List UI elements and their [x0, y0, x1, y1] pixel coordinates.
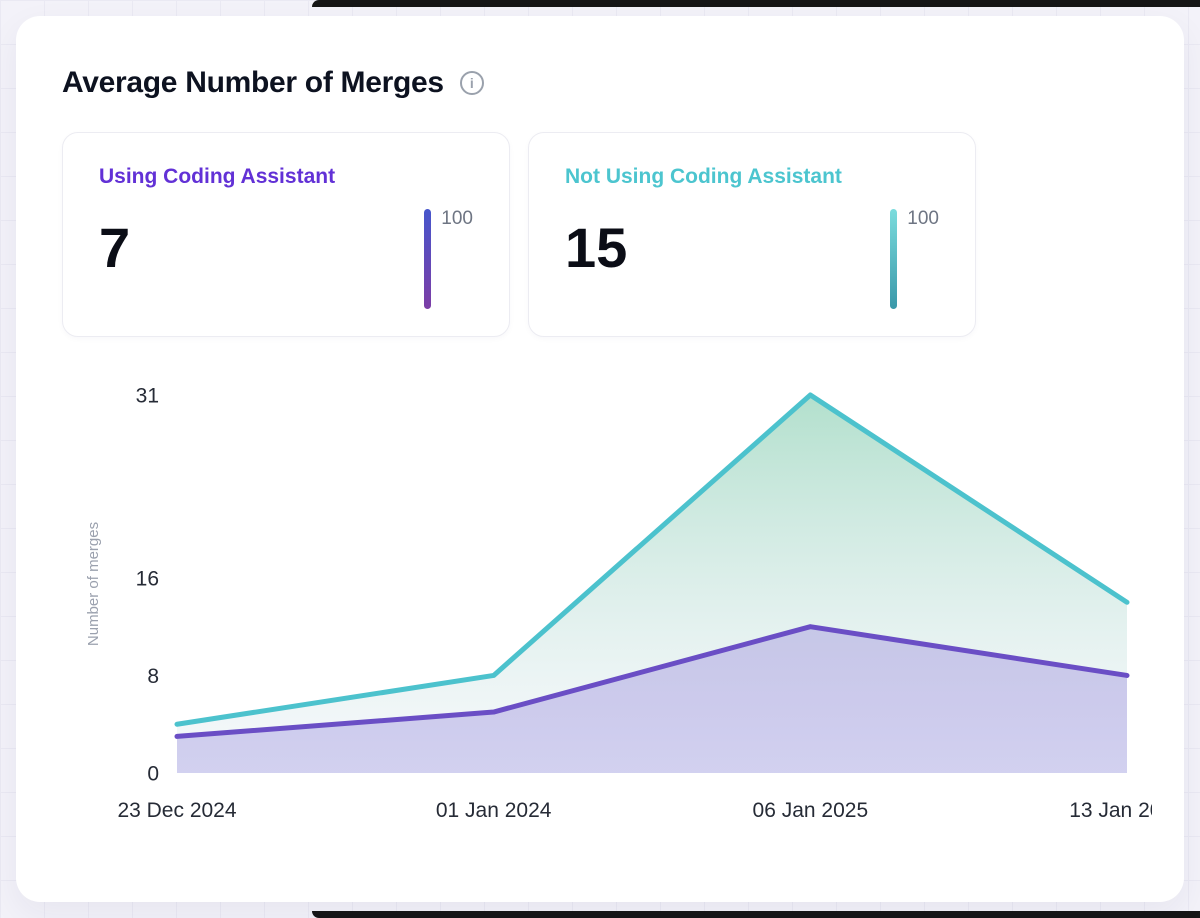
y-tick-label: 8 [147, 665, 159, 688]
gradient-scale-bar [424, 209, 432, 309]
gradient-scale-bar [890, 209, 898, 309]
series-line-0 [174, 624, 1130, 739]
stat-scale: 100 [890, 208, 939, 309]
window-edge-bottom [312, 911, 1200, 918]
x-tick-label: 01 Jan 2024 [436, 799, 552, 822]
merges-panel: Average Number of Merges i Using Coding … [16, 16, 1184, 902]
stat-card-using-coding-assistant: Using Coding Assistant 7 100 [62, 132, 510, 337]
info-icon[interactable]: i [459, 71, 484, 95]
y-tick-label: 16 [136, 567, 159, 590]
window-edge-top [312, 0, 1200, 7]
area-fill-0 [177, 626, 1127, 773]
stat-label: Not Using Coding Assistant [565, 165, 842, 188]
y-tick-label: 31 [136, 384, 159, 407]
scale-max-label: 100 [441, 208, 473, 229]
y-axis-label: Number of merges [85, 522, 102, 646]
stat-body: 7 100 [99, 208, 473, 309]
stat-value: 15 [565, 216, 628, 279]
scale-max-label: 100 [907, 208, 939, 229]
panel-header: Average Number of Merges i [62, 66, 1138, 100]
x-tick-label: 23 Dec 2024 [117, 799, 236, 822]
stat-label: Using Coding Assistant [99, 165, 336, 188]
page-title: Average Number of Merges [62, 66, 444, 99]
series-line-1 [174, 392, 1130, 727]
stat-card-not-using-coding-assistant: Not Using Coding Assistant 15 100 [528, 132, 976, 337]
stat-value: 7 [99, 216, 131, 279]
stats-row: Using Coding Assistant 7 100 Not Using C… [62, 132, 1138, 337]
area-chart-svg[interactable]: 0 8 16 31 23 Dec 2024 01 Jan 2024 06 Jan 2025 1… [62, 379, 1152, 831]
stat-scale: 100 [424, 208, 473, 309]
merges-area-chart[interactable]: 0 8 16 31 23 Dec 2024 01 Jan 2024 06 Jan 2025 1… [62, 379, 1152, 831]
stat-body: 15 100 [565, 208, 939, 309]
x-tick-label: 13 Jan 2025 [1069, 799, 1152, 822]
x-tick-label: 06 Jan 2025 [753, 799, 869, 822]
y-tick-label: 0 [147, 762, 159, 785]
